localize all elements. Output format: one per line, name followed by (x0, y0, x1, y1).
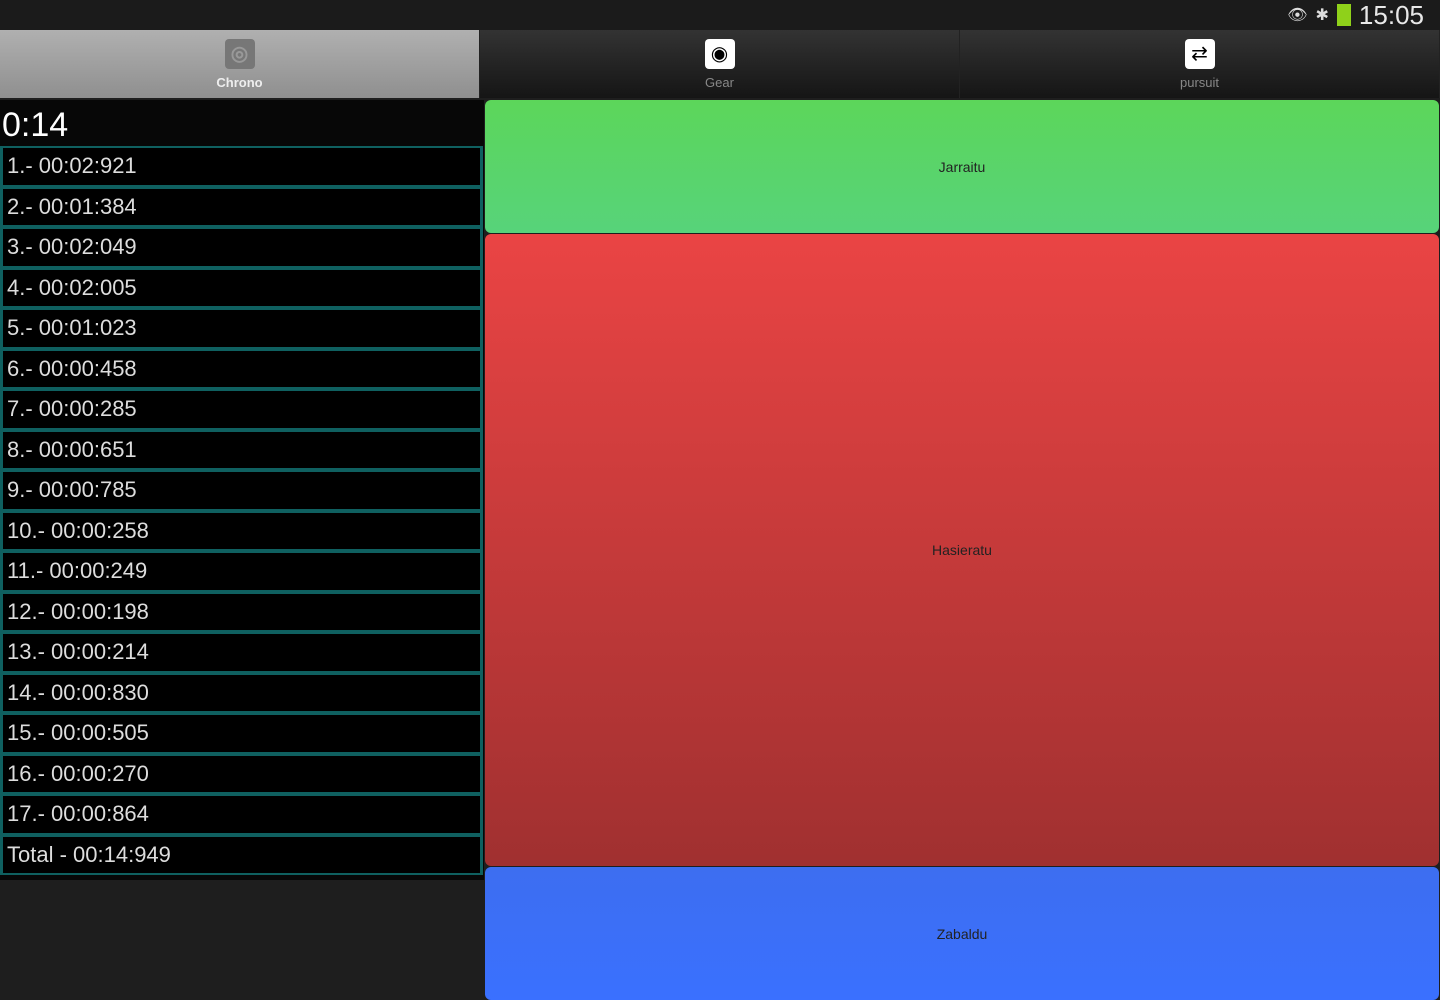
status-time: 15:05 (1358, 0, 1424, 30)
status-bar: 👁 ✱ 15:05 (0, 0, 1440, 30)
continue-button[interactable]: Jarraitu (485, 100, 1439, 233)
lap-row: 6.- 00:00:458 (0, 348, 483, 389)
lap-row: 14.- 00:00:830 (0, 672, 483, 713)
lap-row: 16.- 00:00:270 (0, 753, 483, 794)
lap-row: 4.- 00:02:005 (0, 267, 483, 308)
tab-gear[interactable]: ◉ Gear (480, 30, 960, 98)
open-button[interactable]: Zabaldu (485, 867, 1439, 1000)
tab-label: Gear (705, 74, 734, 90)
lap-row: 11.- 00:00:249 (0, 551, 483, 592)
lap-row: 15.- 00:00:505 (0, 713, 483, 754)
pursuit-icon: ⇄ (1184, 38, 1215, 69)
lap-row: 8.- 00:00:651 (0, 429, 483, 470)
lap-row: 17.- 00:00:864 (0, 794, 483, 835)
lap-row: 2.- 00:01:384 (0, 186, 483, 227)
lap-list: 1.- 00:02:921 2.- 00:01:384 3.- 00:02:049 4… (0, 146, 484, 835)
lap-row: 10.- 00:00:258 (0, 510, 483, 551)
bluetooth-icon: ✱ (1315, 7, 1329, 24)
lap-row: 7.- 00:00:285 (0, 389, 483, 430)
control-panel: Jarraitu Hasieratu Zabaldu (485, 100, 1440, 1000)
lap-row: 1.- 00:02:921 (0, 146, 483, 187)
start-button[interactable]: Hasieratu (485, 234, 1439, 866)
battery-icon (1336, 4, 1351, 26)
gear-icon: ◉ (704, 38, 735, 69)
tab-label: pursuit (1179, 74, 1220, 90)
lap-row: 12.- 00:00:198 (0, 591, 483, 632)
tab-bar: ◎ Chrono ◉ Gear ⇄ pursuit (0, 30, 1440, 98)
tab-label: Chrono (216, 74, 263, 90)
eye-icon: 👁 (1287, 7, 1308, 24)
tab-chrono[interactable]: ◎ Chrono (0, 30, 480, 98)
lap-row: 3.- 00:02:049 (0, 227, 483, 268)
tab-pursuit[interactable]: ⇄ pursuit (960, 30, 1440, 98)
stopwatch-icon: ◎ (224, 38, 255, 69)
lap-panel: 0:14 1.- 00:02:921 2.- 00:01:384 3.- 00:02… (0, 100, 484, 880)
lap-row: 5.- 00:01:023 (0, 308, 483, 349)
elapsed-time: 0:14 (2, 106, 69, 144)
total-row: Total - 00:14:949 (0, 834, 483, 875)
lap-row: 13.- 00:00:214 (0, 632, 483, 673)
lap-row: 9.- 00:00:785 (0, 470, 483, 511)
